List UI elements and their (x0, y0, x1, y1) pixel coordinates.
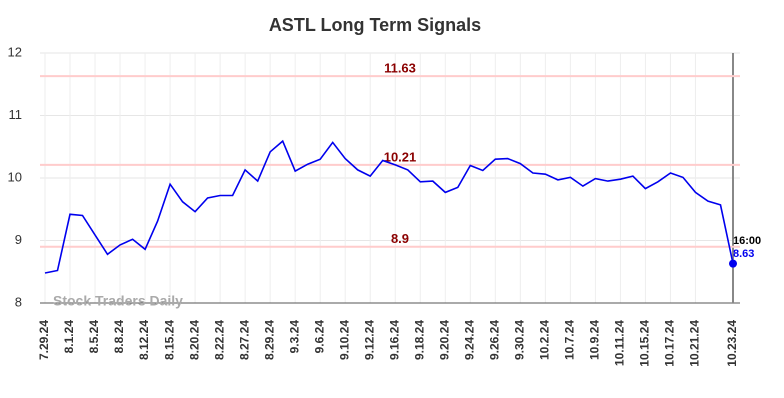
y-tick-label: 10 (8, 169, 22, 184)
x-tick-label: 10.2.24 (538, 320, 552, 360)
x-tick-label: 8.29.24 (262, 320, 276, 360)
x-tick-label: 9.30.24 (513, 320, 527, 360)
x-tick-label: 10.7.24 (563, 320, 577, 360)
reference-label: 11.63 (384, 61, 416, 76)
x-tick-label: 8.15.24 (162, 320, 176, 360)
x-tick-label: 9.18.24 (412, 320, 426, 360)
x-tick-label: 10.15.24 (638, 320, 652, 367)
watermark: Stock Traders Daily (53, 293, 183, 309)
x-tick-label: 8.27.24 (237, 320, 251, 360)
price-line (44, 139, 734, 274)
x-tick-label: 8.8.24 (112, 320, 126, 354)
x-tick-label: 9.20.24 (437, 320, 451, 360)
x-tick-label: 8.5.24 (87, 320, 101, 354)
x-tick-label: 10.9.24 (588, 320, 602, 360)
x-tick-label: 10.11.24 (613, 320, 627, 366)
last-value-label: 8.63 (733, 248, 754, 260)
y-tick-label: 9 (15, 232, 22, 247)
x-tick-label: 9.16.24 (387, 320, 401, 360)
x-tick-label: 8.1.24 (62, 320, 76, 354)
last-time-label: 16:00 (733, 235, 761, 247)
x-tick-label: 10.23.24 (725, 320, 739, 367)
x-tick-label: 8.12.24 (137, 320, 151, 360)
y-tick-label: 8 (15, 294, 22, 309)
x-tick-label: 8.22.24 (212, 320, 226, 360)
chart-title: ASTL Long Term Signals (269, 15, 481, 35)
x-tick-label: 9.3.24 (287, 320, 301, 354)
x-tick-label: 9.12.24 (362, 320, 376, 360)
x-tick-label: 8.20.24 (187, 320, 201, 360)
x-tick-label: 10.21.24 (688, 320, 702, 367)
x-tick-label: 9.10.24 (337, 320, 351, 360)
x-tick-label: 9.24.24 (462, 320, 476, 360)
y-tick-label: 12 (8, 44, 22, 59)
last-point (729, 259, 737, 268)
x-tick-label: 10.17.24 (663, 320, 677, 367)
y-tick-label: 11 (9, 107, 23, 122)
reference-label: 10.21 (384, 149, 417, 164)
x-tick-label: 9.6.24 (312, 320, 326, 354)
x-tick-label: 7.29.24 (37, 320, 51, 360)
x-tick-label: 9.26.24 (487, 320, 501, 360)
reference-label: 8.9 (391, 231, 409, 246)
